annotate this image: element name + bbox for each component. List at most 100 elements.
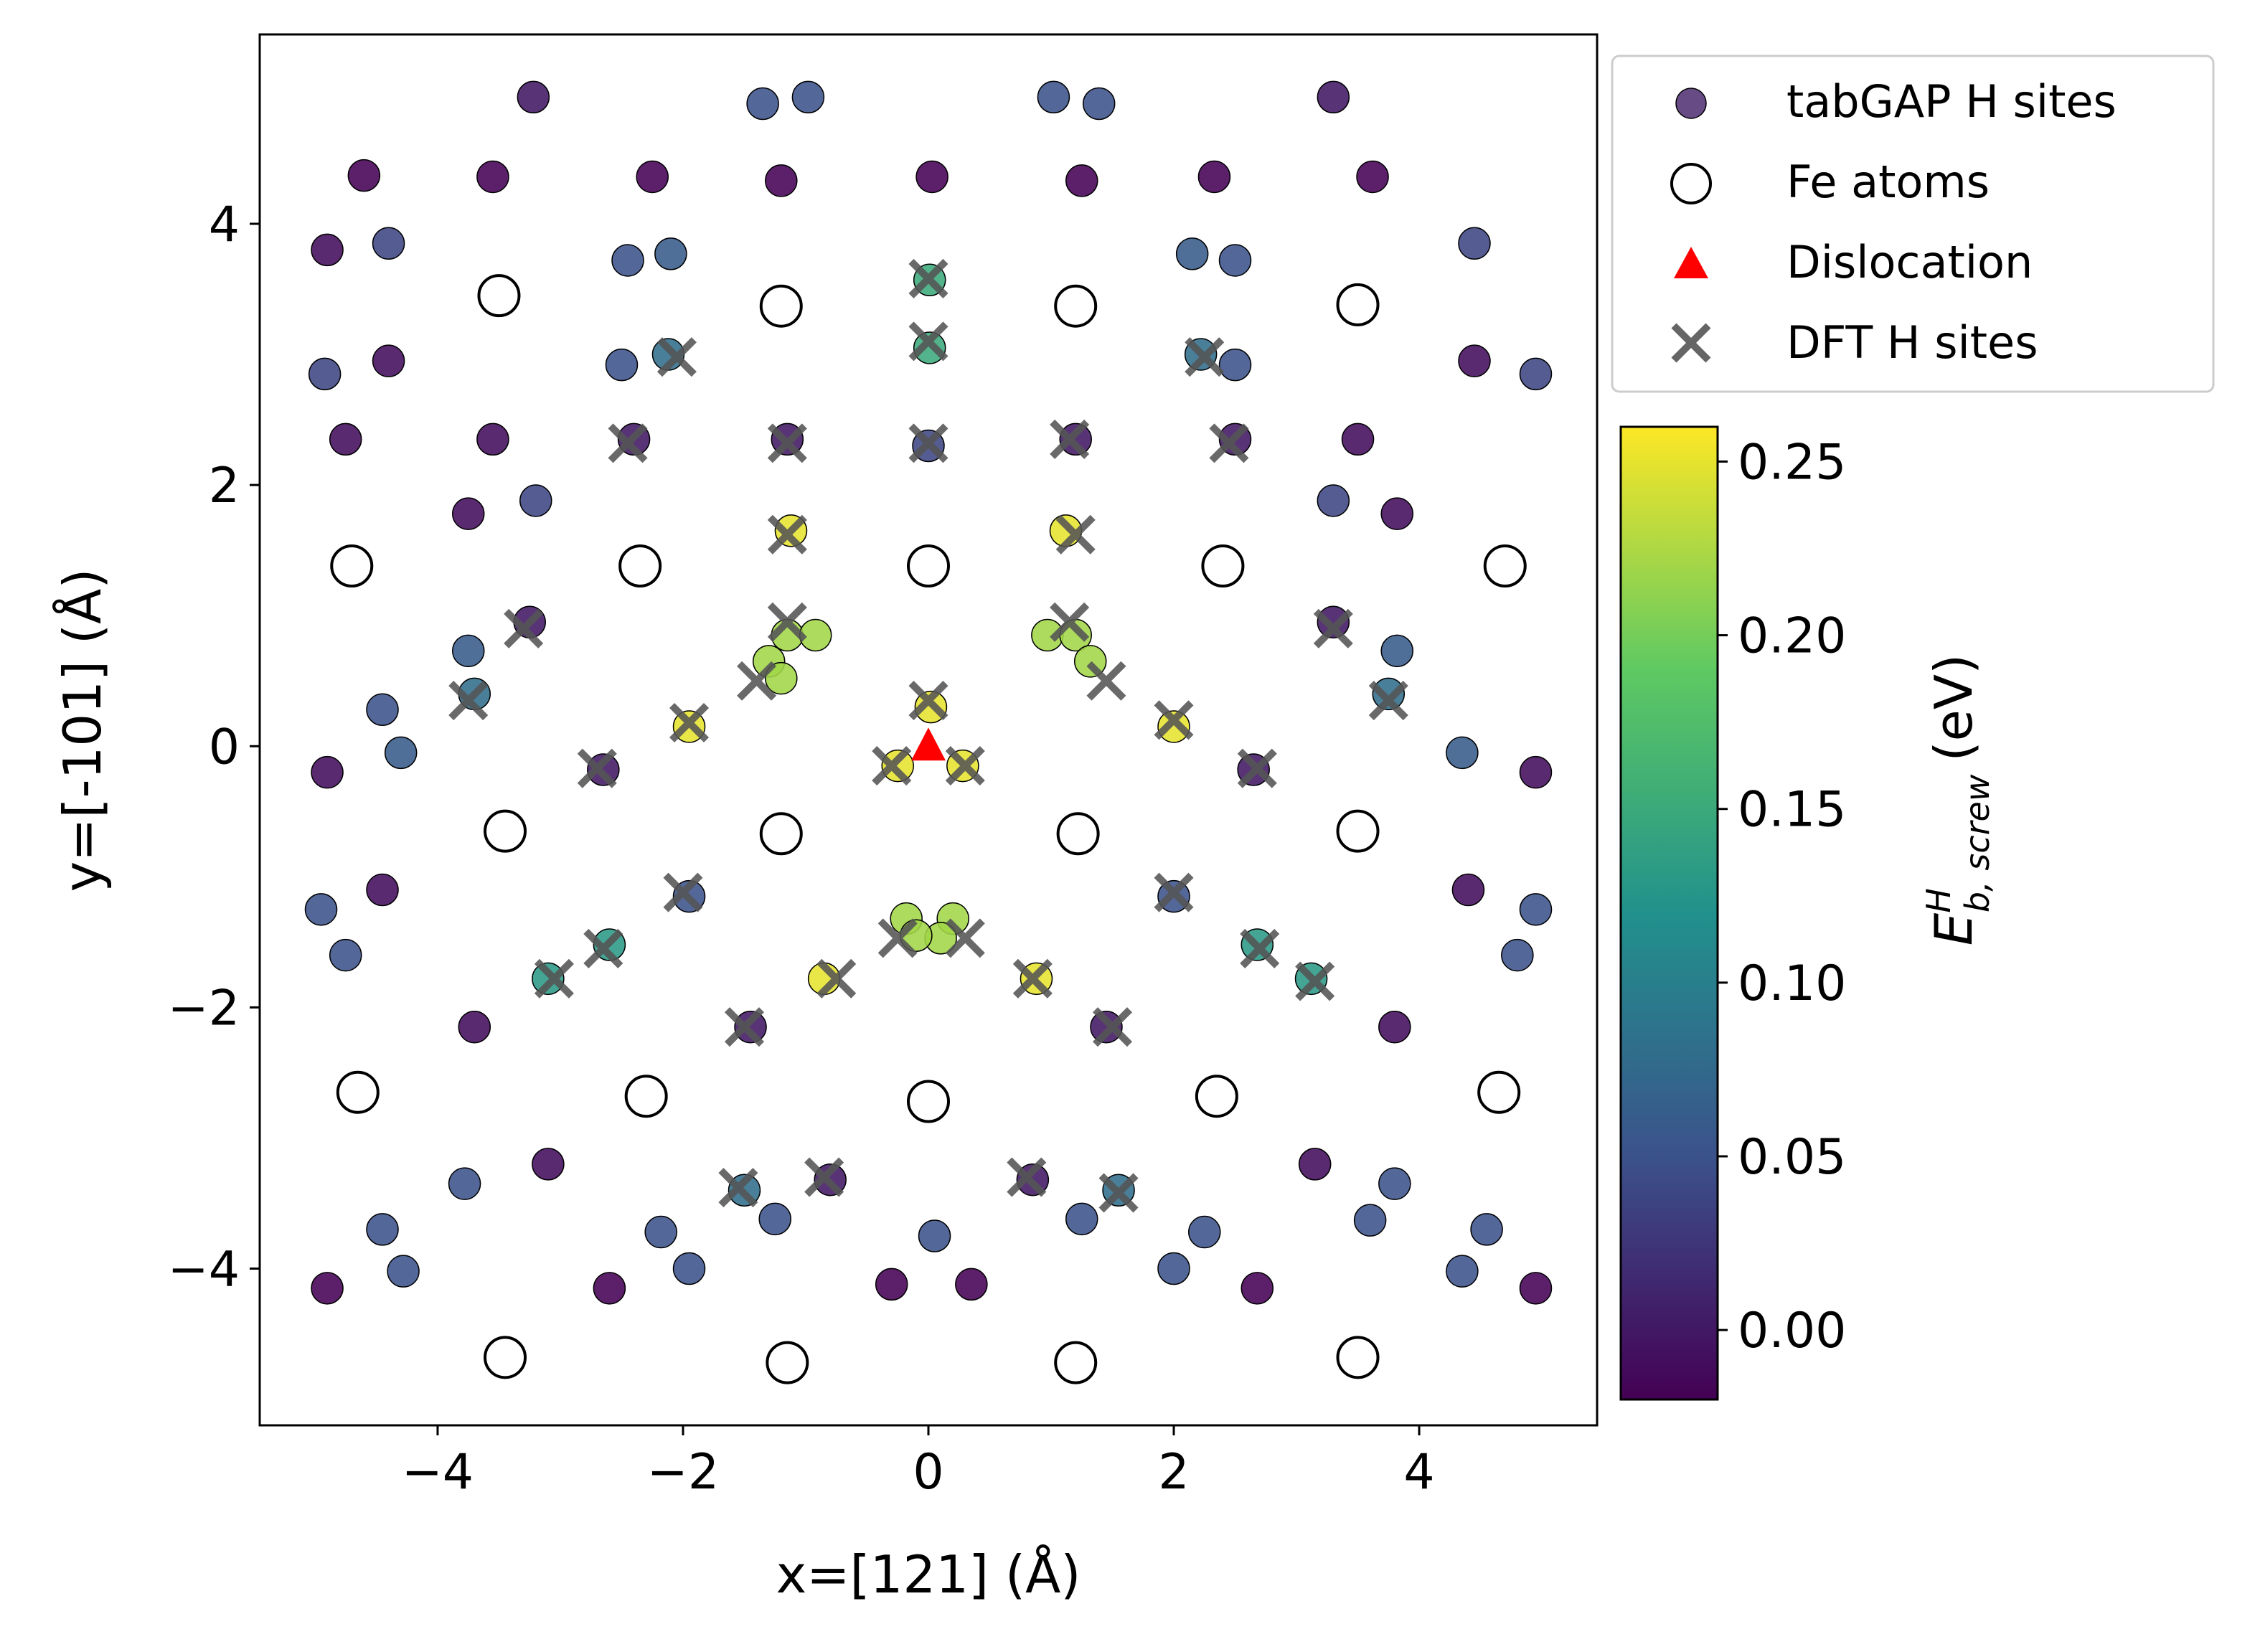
fe-atom-point (330, 544, 374, 588)
dft-h-site-point (1086, 661, 1126, 701)
fe-atom-point (1054, 284, 1098, 328)
fe-atom-point (1336, 1336, 1380, 1379)
fe-atom-point (477, 274, 521, 318)
dft-h-site-point (1055, 514, 1096, 554)
tabgap-h-site-point (1218, 348, 1252, 382)
tabgap-h-site-point (1451, 873, 1485, 907)
dft-h-site-point (816, 958, 857, 999)
dft-h-site-point (1092, 1007, 1133, 1047)
fe-atom-point (1336, 283, 1380, 326)
dft-h-site-point (1154, 872, 1194, 912)
dft-h-site-stroke (448, 680, 489, 721)
fe-atom-point (759, 284, 803, 328)
dft-h-site-point (908, 258, 948, 298)
colorbar-tick-label: 0.25 (1738, 434, 1846, 491)
tabgap-h-site-point (1378, 1167, 1411, 1200)
tabgap-h-site-point (758, 1202, 791, 1236)
fe-atom-point (759, 812, 803, 856)
y-tick-label: 2 (209, 458, 240, 514)
x-tick-label: −2 (647, 1444, 719, 1501)
dft-h-site-stroke (877, 918, 918, 958)
tabgap-h-site-point (1446, 736, 1479, 770)
tabgap-h-site-point (672, 1252, 706, 1285)
dft-h-site-point (908, 321, 948, 362)
dft-h-site-stroke (1092, 1007, 1133, 1047)
dft-h-site-stroke (504, 608, 544, 648)
dft-h-site-point (656, 337, 697, 377)
dft-h-site-stroke (1295, 961, 1335, 1001)
dft-h-site-stroke (534, 958, 574, 999)
dft-h-site-point (669, 702, 710, 743)
tabgap-h-site-point (765, 661, 798, 695)
dft-h-site-point (737, 661, 777, 701)
fe-atom-point (1336, 809, 1380, 853)
tabgap-h-site-point (1037, 80, 1070, 114)
tabgap-h-site-point (644, 1215, 677, 1249)
x-tick-label: −4 (402, 1444, 474, 1501)
tabgap-h-site-point (1470, 1213, 1503, 1246)
tabgap-h-site-point (1378, 1010, 1411, 1044)
colorbar-label: EHb, screw (eV) (1919, 654, 1997, 945)
colorbar-label-sup: H (1919, 888, 1958, 913)
fe-atom-point (766, 1341, 809, 1384)
colorbar-tick-label: 0.20 (1738, 608, 1846, 665)
dft-h-site-stroke (945, 918, 985, 958)
legend-frame (1611, 55, 2215, 393)
dft-h-site-stroke (1154, 872, 1194, 912)
colorbar: 0.00 0.05 0.10 0.15 0.20 0.25 EHb, screw (eV) (1619, 425, 1997, 1401)
tabgap-h-site-point (1065, 164, 1098, 197)
dft-h-site-point (1240, 928, 1280, 968)
dft-h-site-stroke (1007, 1157, 1047, 1197)
dft-h-site-point (908, 423, 948, 463)
tabgap-h-site-point (1188, 1215, 1221, 1249)
dft-h-site-stroke (1237, 748, 1277, 788)
tabgap-h-site-point (791, 80, 825, 114)
dft-h-site-stroke (767, 423, 807, 463)
dft-h-site-stroke (908, 321, 948, 362)
tabgap-h-site-point (1090, 1010, 1123, 1044)
tabgap-h-site-point (734, 1010, 767, 1044)
dft-h-site-point (945, 918, 985, 958)
dft-h-site-stroke (1185, 337, 1225, 377)
tabgap-h-site-point (955, 1268, 988, 1301)
tabgap-h-site-point (517, 80, 550, 114)
dft-h-site-point (1050, 602, 1090, 642)
legend-label-tabgap: tabGAP H sites (1786, 75, 2117, 128)
tabgap-h-site-point (1059, 423, 1092, 456)
dft-h-site-point (583, 928, 623, 968)
dft-h-site-stroke (724, 1007, 765, 1047)
y-axis: −4 −2 0 2 4 (168, 197, 260, 1298)
dft-h-site-point (718, 1168, 758, 1208)
tabgap-h-site-point (451, 497, 485, 530)
x-axis: −4 −2 0 2 4 (402, 1425, 1435, 1501)
legend: tabGAP H sites Fe atoms Dislocation DFT … (1611, 55, 2215, 393)
dft-h-site-point (1012, 958, 1053, 999)
colorbar-tick-label: 0.05 (1738, 1129, 1846, 1186)
tabgap-h-site-point (366, 1213, 399, 1246)
tabgap-h-site-point (1356, 160, 1389, 194)
dft-h-site-point (1050, 419, 1090, 459)
tabgap-h-site-point (1380, 634, 1414, 668)
dft-h-site-point (1313, 608, 1353, 648)
tabgap-h-site-point (519, 484, 552, 517)
dft-h-site-stroke (1055, 514, 1096, 554)
tabgap-h-site-point (384, 736, 418, 770)
dft-h-site-stroke (1050, 602, 1090, 642)
tabgap-h-site-point (1317, 605, 1350, 639)
legend-marker-fe (1670, 163, 1712, 204)
tabgap-h-site-point (1298, 1148, 1332, 1181)
dft-h-site-point (1154, 700, 1194, 740)
dft-h-site-point (1098, 1173, 1139, 1213)
fe-atom-point (1477, 1070, 1521, 1114)
dft-h-site-stroke (669, 702, 710, 743)
dft-h-site-point (1295, 961, 1335, 1001)
tabgap-h-site-point (311, 755, 344, 789)
dft-h-site-stroke (737, 661, 777, 701)
dft-h-site-stroke (1313, 608, 1353, 648)
colorbar-label-base: E (1924, 912, 1984, 945)
dft-h-site-point (1368, 680, 1408, 721)
x-tick-label: 2 (1158, 1444, 1189, 1501)
colorbar-ticks: 0.00 0.05 0.10 0.15 0.20 0.25 (1718, 434, 1846, 1359)
legend-marker-tabgap (1675, 88, 1707, 119)
tabgap-h-site-point (311, 1272, 344, 1305)
